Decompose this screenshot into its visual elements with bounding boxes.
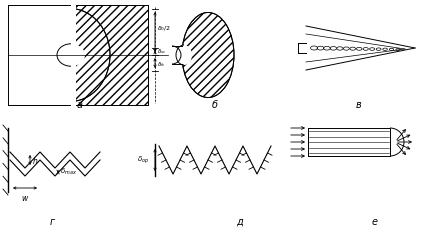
Bar — [7, 4, 76, 106]
Text: а: а — [77, 100, 83, 110]
Text: $\delta_{max}$: $\delta_{max}$ — [60, 167, 77, 177]
Text: б: б — [212, 100, 218, 110]
Text: $\delta_{op}$: $\delta_{op}$ — [137, 154, 149, 166]
Bar — [8, 5, 148, 105]
Bar — [308, 128, 390, 156]
Text: г: г — [50, 217, 55, 227]
Text: $h$: $h$ — [32, 154, 38, 165]
Ellipse shape — [176, 45, 192, 65]
Text: в: в — [355, 100, 361, 110]
Text: $\delta_{fc}$: $\delta_{fc}$ — [157, 61, 166, 69]
Text: $\delta_{sc}$: $\delta_{sc}$ — [157, 47, 167, 56]
Text: $\delta_0/2$: $\delta_0/2$ — [157, 25, 171, 33]
Ellipse shape — [57, 44, 85, 66]
Bar — [8, 5, 148, 105]
Ellipse shape — [30, 8, 110, 102]
Text: д: д — [237, 217, 243, 227]
Text: е: е — [372, 217, 378, 227]
Ellipse shape — [182, 13, 234, 97]
Text: $w$: $w$ — [21, 194, 29, 203]
